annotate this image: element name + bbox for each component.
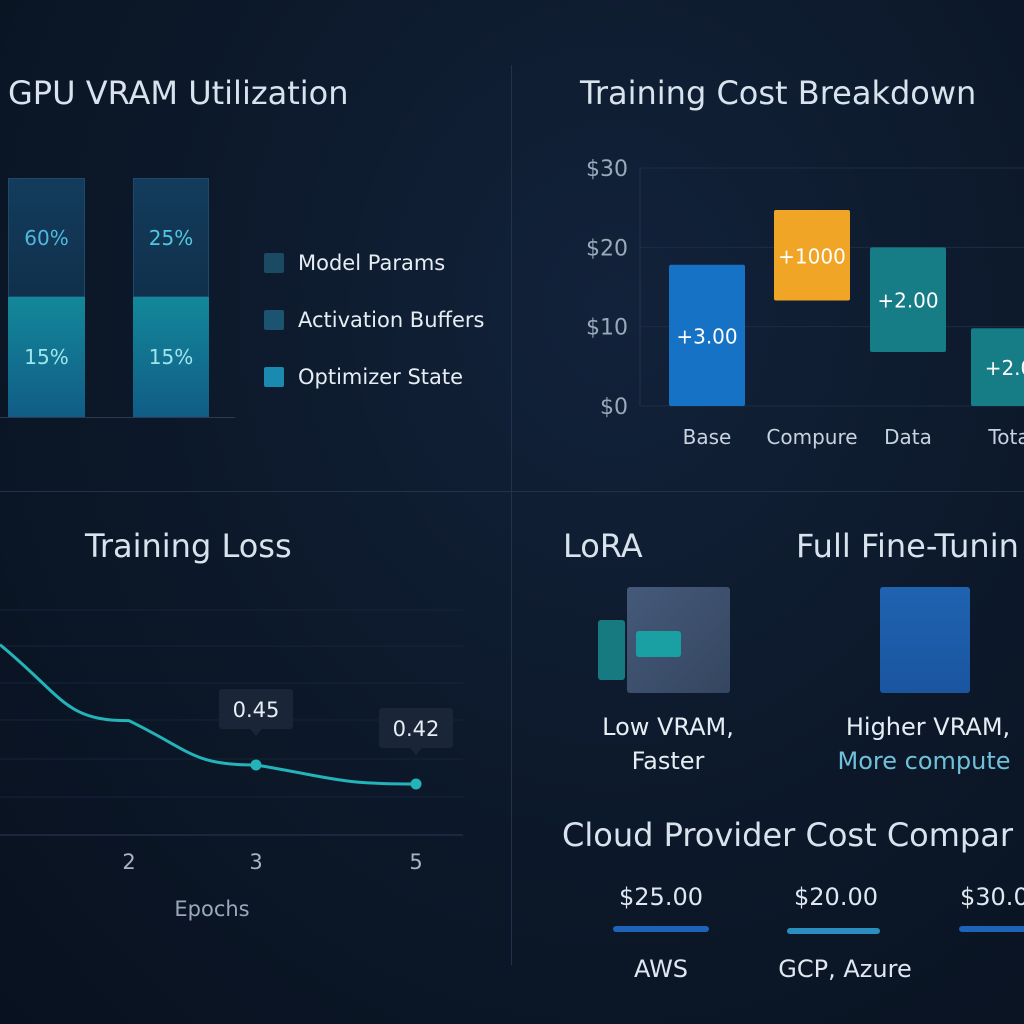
vertical-divider [511, 65, 512, 965]
cost-xtick-label: Compure [766, 425, 857, 449]
lora-adapter-icon [598, 620, 625, 680]
lora-title: LoRA [563, 527, 643, 565]
gcp-azure-label: GCP, Azure [778, 955, 912, 983]
cost-data-label: +1000 [778, 244, 846, 268]
vram-bar-2-bottom-label: 15% [148, 345, 194, 369]
loss-tooltip-label: 0.45 [233, 698, 280, 722]
cost-ytick-label: $0 [600, 395, 628, 420]
loss-point [250, 759, 262, 771]
cost-bar [870, 247, 946, 353]
cost-bar [774, 210, 850, 301]
legend-label: Activation Buffers [298, 307, 485, 332]
full-desc-line1: Higher VRAM, [845, 713, 1011, 741]
loss-xtick-label: 5 [409, 850, 422, 874]
legend-swatch [264, 252, 284, 273]
cost-xtick-label: Base [683, 425, 732, 449]
legend-item-optimizer-state: Optimizer State [264, 348, 485, 405]
vram-legend: Model Params Activation Buffers Optimize… [264, 248, 485, 405]
cost-data-label: +2.00 [877, 289, 938, 313]
loss-tooltip-label: 0.42 [393, 717, 440, 741]
vram-bar-1-bottom-label: 15% [24, 345, 69, 369]
cost-ytick-label: $10 [586, 316, 628, 341]
lora-desc-line1: Low VRAM, [602, 713, 734, 741]
legend-item-model-params: Model Params [264, 234, 485, 291]
vram-bar-1: 60% 15% [8, 178, 85, 417]
loss-tooltip-pointer [250, 729, 262, 736]
cost-bar [669, 264, 745, 406]
loss-title: Training Loss [85, 527, 292, 565]
loss-tooltip [219, 689, 293, 729]
loss-line [0, 643, 417, 786]
vram-baseline [0, 417, 235, 418]
legend-label: Model Params [298, 250, 446, 275]
cost-bar [971, 328, 1024, 406]
loss-xlabel: Epochs [174, 897, 249, 921]
full-desc-line2: More compute [837, 747, 1011, 775]
cost-chart: $0 $10 $20 $30 +3.00 Base +1000 Compure +2.00 Dat… [586, 157, 1024, 449]
cost-ytick-label: $20 [586, 236, 628, 261]
lora-inner-adapter-icon [636, 631, 681, 657]
vram-bar-1-bottom: 15% [8, 297, 85, 417]
cost-xtick-label: Data [884, 425, 932, 449]
third-price: $30.0 [960, 883, 1024, 911]
loss-chart: 0.45 0.42 2 3 5 Epochs [0, 609, 463, 921]
loss-xtick-label: 3 [249, 850, 262, 874]
cost-data-label: +2.0 [985, 356, 1024, 380]
legend-swatch [264, 366, 284, 387]
vram-bar-2-top-label: 25% [148, 225, 194, 250]
vram-title: GPU VRAM Utilization [8, 74, 349, 112]
aws-bar [613, 926, 709, 932]
loss-tooltip [379, 708, 453, 748]
legend-item-activation-buffers: Activation Buffers [264, 291, 485, 348]
cloud-title: Cloud Provider Cost Compar [562, 816, 1013, 854]
third-bar [959, 926, 1024, 932]
full-model-icon [880, 587, 970, 693]
loss-tooltip-pointer [410, 748, 422, 755]
gcp-price: $20.00 [794, 883, 878, 911]
aws-price: $25.00 [619, 883, 703, 911]
legend-swatch [264, 309, 284, 330]
aws-label: AWS [633, 955, 689, 983]
vram-bar-1-top-label: 60% [24, 225, 69, 250]
full-finetuning-title: Full Fine-Tunin [796, 527, 1019, 565]
vram-bar-1-top: 60% [8, 178, 85, 297]
vram-bar-2-top: 25% [133, 178, 209, 297]
legend-label: Optimizer State [298, 364, 464, 389]
vram-bar-2: 25% 15% [133, 178, 209, 417]
loss-xtick-label: 2 [122, 850, 135, 874]
lora-desc-line2: Faster [631, 747, 705, 775]
horizontal-divider [0, 491, 1024, 492]
cost-ytick-label: $30 [586, 157, 628, 182]
gcp-bar [787, 928, 880, 934]
loss-point [410, 778, 422, 790]
cost-title: Training Cost Breakdown [580, 74, 977, 112]
cost-data-label: +3.00 [676, 324, 737, 348]
cost-xtick-label: Tota [987, 425, 1024, 449]
vram-bar-2-bottom: 15% [133, 297, 209, 417]
